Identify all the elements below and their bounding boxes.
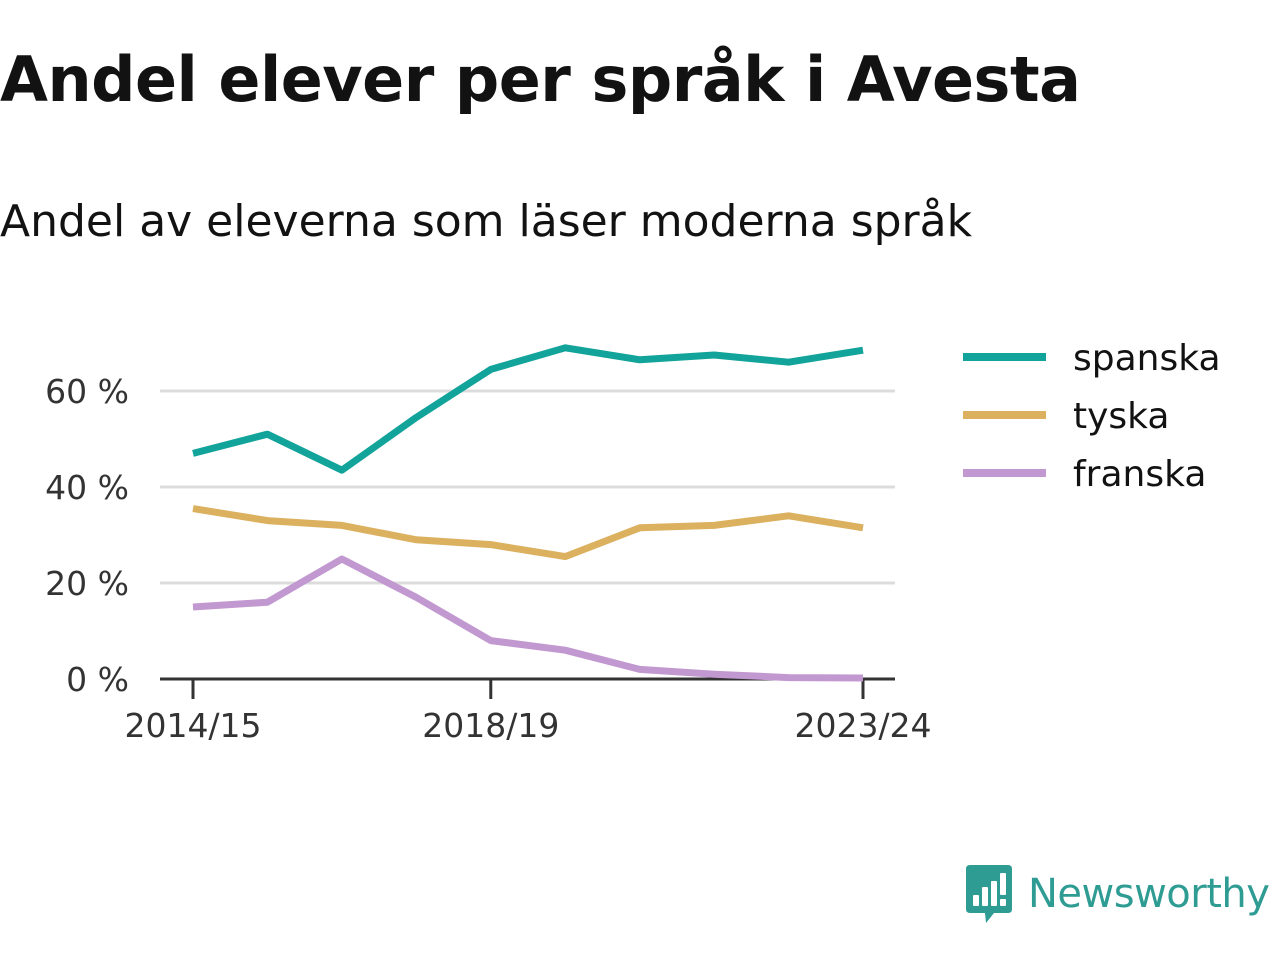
chart-subtitle: Andel av eleverna som läser moderna språ… xyxy=(0,196,973,247)
chart-title: Andel elever per språk i Avesta xyxy=(0,43,1081,116)
legend-label-tyska: tyska xyxy=(1073,396,1169,437)
legend-label-spanska: spanska xyxy=(1073,338,1221,379)
newsworthy-logo-icon xyxy=(966,865,1012,923)
y-tick-label: 20 % xyxy=(45,564,129,603)
series-line-spanska xyxy=(192,344,864,474)
y-tick-label: 40 % xyxy=(45,468,129,507)
legend-label-franska: franska xyxy=(1073,454,1206,495)
y-tick-label: 60 % xyxy=(45,372,129,411)
x-tick-label: 2018/19 xyxy=(422,706,559,745)
x-tick-label: 2023/24 xyxy=(794,706,931,745)
series-line-tyska xyxy=(192,505,864,561)
brand-logo: Newsworthy xyxy=(964,862,1270,926)
series-line-franska xyxy=(192,555,864,682)
y-tick-label: 0 % xyxy=(66,660,129,699)
brand-name: Newsworthy xyxy=(1028,871,1270,917)
x-tick-label: 2014/15 xyxy=(124,706,261,745)
